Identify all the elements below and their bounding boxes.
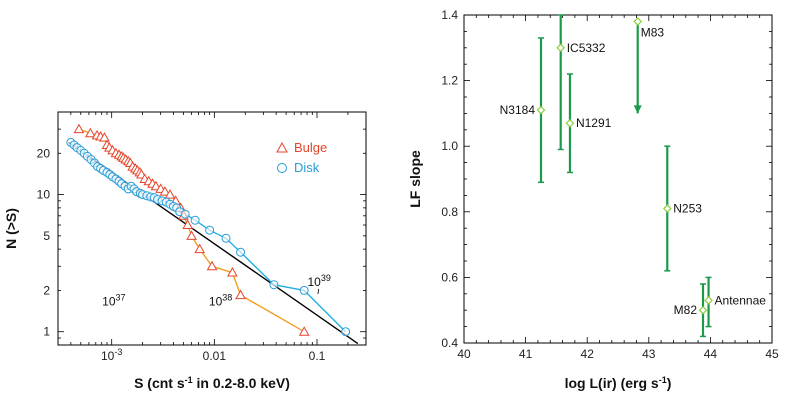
legend-disk-marker (277, 163, 287, 173)
x-tick-label: 10-3 (101, 347, 122, 363)
x-axis-label: log L(ir) (erg s-1) (565, 375, 672, 391)
y-tick-label: 0.4 (441, 336, 458, 350)
galaxy-data-point (633, 17, 643, 26)
left-chart: 10-3 0.01 0.1 1 2 5 10 20 1037 1038 1039 Bulge Disk S… (3, 111, 367, 391)
annotation-pointer (317, 288, 320, 295)
bulge-data-point (159, 186, 171, 196)
x-tick-label: 41 (519, 347, 533, 361)
legend-bulge-label: Bulge (294, 140, 327, 155)
disk-data-point (205, 225, 215, 235)
bulge-data-point (186, 230, 197, 240)
y-tick-label: 1.2 (441, 74, 458, 88)
bulge-data-point (99, 132, 110, 142)
disk-data-point (299, 285, 309, 295)
y-tick-label: 0.6 (441, 270, 458, 284)
galaxy-data-point (698, 305, 708, 315)
x-tick-label: 0.01 (203, 349, 227, 363)
galaxy-data-point (565, 118, 575, 128)
galaxy-label: M82 (674, 303, 698, 317)
bulge-data-point (298, 326, 310, 336)
bulge-data-point (235, 289, 246, 300)
galaxy-data-point (556, 43, 566, 53)
x-tick-label: 43 (642, 347, 656, 361)
x-axis-label: S (cnt s-1 in 0.2-8.0 keV) (134, 375, 290, 391)
y-tick-label: 20 (37, 146, 51, 160)
bulge-data-point (206, 260, 218, 271)
bulge-data-point (85, 127, 96, 138)
disk-data-point (221, 233, 231, 243)
bulge-data-point (164, 189, 176, 199)
x-tick-label: 45 (765, 347, 779, 361)
disk-data-point (236, 247, 246, 257)
y-axis-label: LF slope (407, 150, 423, 208)
upper-limit-arrow (633, 105, 642, 114)
bulge-data-point (182, 219, 194, 229)
y-tick-label: 2 (43, 283, 50, 297)
luminosity-annotation: 1037 (102, 293, 125, 309)
y-tick-label: 1.0 (441, 139, 458, 153)
y-axis-label: N (>S) (3, 208, 19, 249)
galaxy-label: IC5332 (567, 41, 606, 55)
galaxy-data-point (704, 296, 713, 305)
galaxy-data-point (536, 105, 546, 115)
x-tick-label: 42 (581, 347, 595, 361)
galaxy-label: N1291 (576, 116, 612, 130)
disk-data-point (180, 209, 190, 219)
x-tick-label: 44 (704, 347, 718, 361)
galaxy-data-point (662, 204, 672, 213)
y-tick-label: 1.4 (441, 8, 458, 22)
galaxy-label: N3184 (500, 103, 536, 117)
disk-data-point (190, 215, 200, 225)
bulge-data-point (227, 267, 238, 277)
galaxy-label: M83 (641, 26, 665, 40)
y-tick-label: 0.8 (441, 205, 458, 219)
disk-data-point (341, 327, 351, 337)
left-plot-frame (57, 111, 367, 346)
galaxy-label: N253 (673, 202, 702, 216)
bulge-data-point (73, 123, 85, 134)
y-tick-label: 1 (43, 325, 50, 339)
luminosity-annotation: 1038 (209, 293, 232, 309)
legend-bulge-marker (276, 141, 288, 153)
y-tick-label: 10 (37, 188, 51, 202)
x-tick-label: 40 (457, 347, 471, 361)
bulge-data-point (194, 243, 206, 254)
right-chart: 40 41 42 43 44 45 0.4 0.6 0.8 1.0 1.2 1.4 N3184 IC533… (407, 8, 779, 391)
galaxy-label: Antennae (715, 293, 767, 307)
disk-data-point (269, 280, 279, 290)
y-tick-label: 5 (43, 229, 50, 243)
luminosity-annotation: 1039 (308, 273, 331, 289)
x-tick-label: 0.1 (309, 349, 326, 363)
legend-disk-label: Disk (294, 160, 320, 175)
